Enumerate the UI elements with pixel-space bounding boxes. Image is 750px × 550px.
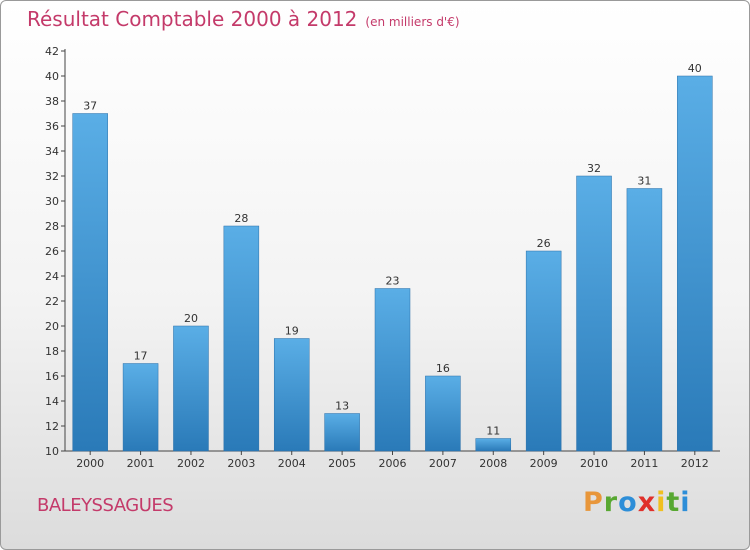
x-tick-label: 2011: [630, 457, 658, 470]
logo-letter: t: [666, 487, 681, 518]
x-tick-label: 2004: [278, 457, 306, 470]
chart-title: Résultat Comptable 2000 à 2012: [27, 7, 358, 31]
x-tick-label: 2003: [227, 457, 255, 470]
data-label-2002: 20: [184, 312, 198, 325]
logo-letter: x: [637, 487, 657, 518]
bar-2004: [273, 338, 310, 452]
y-tick-label: 40: [45, 70, 59, 83]
logo-letter: i: [656, 487, 667, 518]
data-label-2001: 17: [134, 350, 148, 363]
bar-2000: [72, 113, 108, 452]
data-label-2000: 37: [83, 100, 97, 113]
x-tick-label: 2008: [479, 457, 507, 470]
x-tick-label: 2001: [127, 457, 155, 470]
bar-2008: [475, 438, 512, 452]
x-tick-label: 2009: [530, 457, 558, 470]
data-label-2012: 40: [688, 62, 702, 75]
y-tick-label: 32: [45, 170, 59, 183]
y-tick-label: 42: [45, 45, 59, 58]
y-tick-label: 38: [45, 95, 59, 108]
y-tick-label: 28: [45, 220, 59, 233]
data-label-2003: 28: [234, 212, 248, 225]
x-tick-label: 2000: [76, 457, 104, 470]
bar-2003: [223, 225, 260, 452]
y-tick-label: 24: [45, 270, 59, 283]
x-tick-label: 2002: [177, 457, 205, 470]
logo-letter: o: [618, 487, 638, 518]
bar-2006: [374, 288, 411, 452]
data-label-2007: 16: [436, 362, 450, 375]
data-label-2004: 19: [285, 325, 299, 338]
x-tick-label: 2007: [429, 457, 457, 470]
bar-2010: [576, 175, 612, 452]
data-label-2008: 11: [486, 425, 500, 438]
y-tick-label: 16: [45, 370, 59, 383]
bar-2012: [677, 75, 713, 452]
x-tick-label: 2012: [681, 457, 709, 470]
proxiti-logo: Proxiti: [583, 487, 691, 518]
y-tick-label: 12: [45, 420, 59, 433]
y-tick-label: 10: [45, 445, 59, 458]
y-tick-label: 30: [45, 195, 59, 208]
logo-letter: r: [603, 487, 619, 518]
bar-2005: [324, 413, 360, 452]
y-tick-label: 26: [45, 245, 59, 258]
bar-2001: [122, 363, 159, 452]
logo-letter: P: [583, 487, 604, 518]
chart-unit: (en milliers d'€): [365, 15, 460, 29]
x-tick-label: 2006: [379, 457, 407, 470]
x-tick-label: 2010: [580, 457, 608, 470]
bar-2009: [525, 250, 562, 452]
y-tick-label: 34: [45, 145, 59, 158]
chart-title-block: Résultat Comptable 2000 à 2012 (en millie…: [27, 7, 460, 31]
bar-2011: [626, 188, 663, 452]
y-tick-label: 36: [45, 120, 59, 133]
data-label-2011: 31: [637, 175, 651, 188]
commune-name: BALEYSSAGUES: [37, 495, 174, 516]
bar-2007: [425, 375, 461, 452]
data-label-2006: 23: [386, 275, 400, 288]
data-label-2005: 13: [335, 400, 349, 413]
y-tick-label: 22: [45, 295, 59, 308]
bar-2002: [173, 325, 209, 452]
data-label-2010: 32: [587, 162, 601, 175]
logo-letter: i: [680, 487, 691, 518]
y-tick-label: 20: [45, 320, 59, 333]
x-tick-label: 2005: [328, 457, 356, 470]
y-tick-label: 14: [45, 395, 59, 408]
y-tick-label: 18: [45, 345, 59, 358]
data-label-2009: 26: [537, 237, 551, 250]
